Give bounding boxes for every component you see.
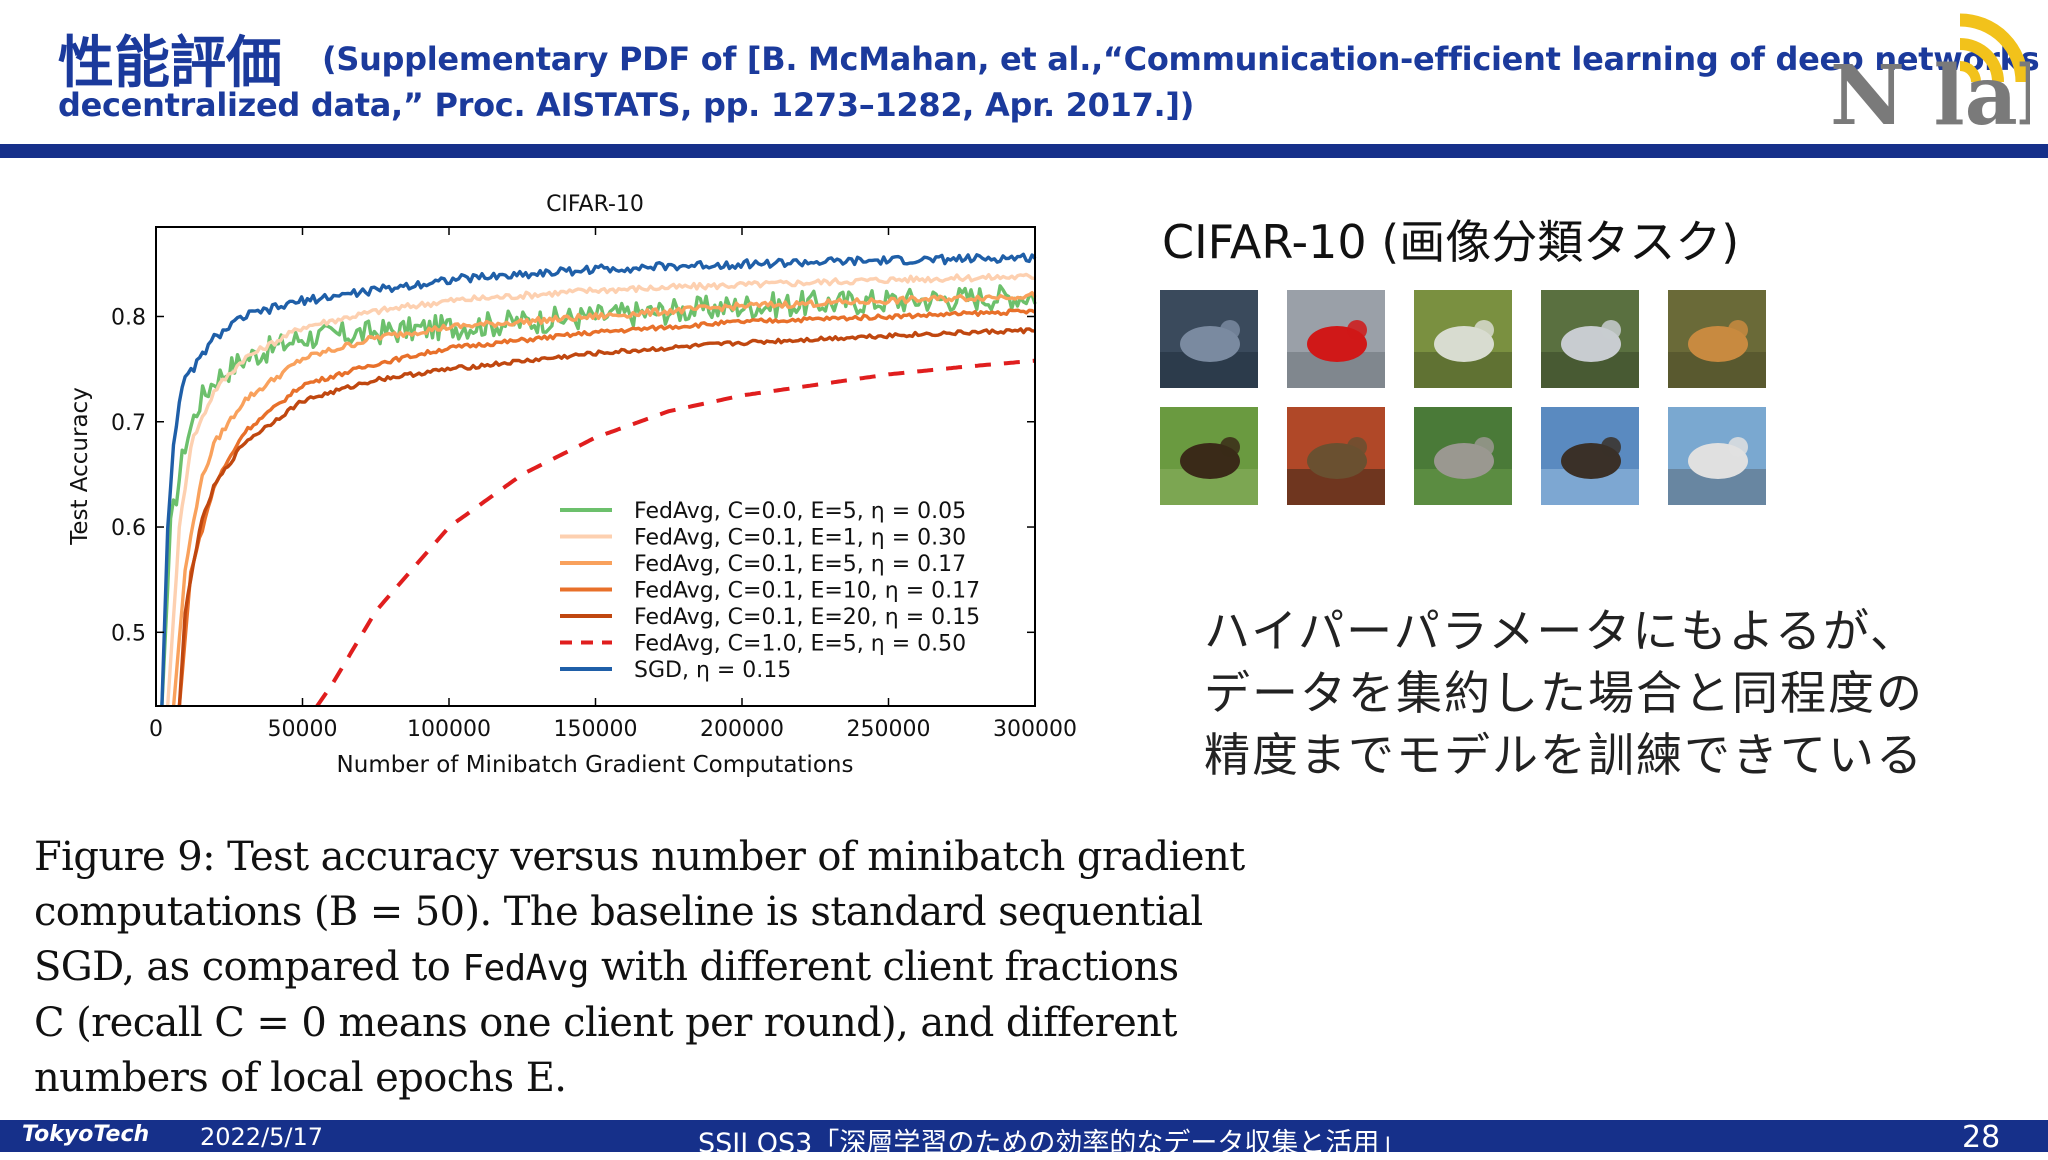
series-line: [171, 290, 1037, 707]
x-tick-label: 0: [149, 717, 163, 742]
y-axis-label: Test Accuracy: [67, 387, 93, 546]
caption-line: C (recall C = 0 means one client per rou…: [34, 1000, 1177, 1046]
legend-label: SGD, η = 0.15: [634, 658, 791, 683]
y-tick-label: 0.6: [111, 516, 146, 541]
caption-line: numbers of local epochs E.: [34, 1055, 567, 1101]
legend-label: FedAvg, C=0.1, E=1, η = 0.30: [634, 526, 966, 551]
accuracy-chart: CIFAR-10 0 50000 100000 150000 200000 250000 3…: [67, 192, 1077, 778]
series-line: [177, 327, 1036, 707]
dog-image: [1160, 407, 1258, 505]
footer-date: 2022/5/17: [200, 1123, 324, 1151]
reference-line-1: (Supplementary PDF of [B. McMahan, et al…: [322, 40, 2048, 78]
x-tick-label: 300000: [993, 717, 1077, 742]
cifar-heading: CIFAR-10 (画像分類タスク): [1162, 215, 1740, 269]
ship-image: [1541, 407, 1639, 505]
chart-title: CIFAR-10: [546, 192, 644, 217]
x-tick-label: 150000: [554, 717, 638, 742]
x-tick-label: 250000: [847, 717, 931, 742]
airplane-image: [1160, 290, 1258, 388]
plot-lines: [160, 252, 1037, 708]
horse-image: [1414, 407, 1512, 505]
axis-ticks: 0 50000 100000 150000 200000 250000 300000 0.5 0…: [111, 227, 1077, 742]
y-tick-label: 0.5: [111, 621, 146, 646]
remark-line: 精度までモデルを訓練できている: [1204, 728, 1924, 782]
frog-image: [1287, 407, 1385, 505]
tokyotech-logo: TokyoTech: [22, 1122, 150, 1147]
legend-label: FedAvg, C=0.0, E=5, η = 0.05: [634, 499, 966, 524]
deer-image: [1668, 290, 1766, 388]
series-line: [315, 358, 1036, 708]
bird-image: [1414, 290, 1512, 388]
legend-label: FedAvg, C=0.1, E=10, η = 0.17: [634, 579, 980, 604]
page-number: 28: [1962, 1120, 2001, 1155]
truck-image: [1668, 407, 1766, 505]
caption-line: computations (B = 50). The baseline is s…: [34, 889, 1203, 935]
caption-line: SGD, as compared to FedAvg with differen…: [34, 944, 1179, 990]
series-line: [166, 272, 1036, 707]
x-axis-label: Number of Minibatch Gradient Computation…: [337, 752, 854, 778]
remark-line: ハイパーパラメータにもよるが、: [1204, 604, 1919, 658]
cat-image: [1541, 290, 1639, 388]
series-line: [160, 252, 1037, 707]
legend-label: FedAvg, C=0.1, E=5, η = 0.17: [634, 552, 966, 577]
logo-text: N lab: [1830, 48, 2030, 130]
header-rule: [0, 144, 2048, 158]
caption-line: Figure 9: Test accuracy versus number of…: [34, 834, 1245, 880]
automobile-image: [1287, 290, 1385, 388]
y-tick-label: 0.8: [111, 305, 146, 330]
slide-title: 性能評価: [58, 31, 282, 96]
x-tick-label: 50000: [268, 717, 338, 742]
nlab-logo: N lab: [1830, 13, 2030, 130]
footer-session-title: SSII OS3「深層学習のための効率的なデータ収集と活用」: [698, 1128, 1407, 1159]
summary-remark: ハイパーパラメータにもよるが、 データを集約した場合と同程度の 精度までモデルを…: [1204, 600, 1924, 786]
x-tick-label: 100000: [407, 717, 491, 742]
series-line: [177, 308, 1036, 707]
reference-line-2: decentralized data,” Proc. AISTATS, pp. …: [58, 86, 1195, 124]
remark-line: データを集約した場合と同程度の: [1204, 666, 1924, 720]
legend-label: FedAvg, C=0.1, E=20, η = 0.15: [634, 605, 980, 630]
cifar-thumbnail-grid: [1160, 290, 1772, 506]
legend-label: FedAvg, C=1.0, E=5, η = 0.50: [634, 632, 966, 657]
fedavg-code: FedAvg: [462, 948, 589, 989]
figure-caption: Figure 9: Test accuracy versus number of…: [34, 830, 1245, 1106]
footer-bar: TokyoTech 2022/5/17 SSII OS3「深層学習のための効率的…: [0, 1120, 2048, 1159]
x-tick-label: 200000: [700, 717, 784, 742]
y-tick-label: 0.7: [111, 411, 146, 436]
